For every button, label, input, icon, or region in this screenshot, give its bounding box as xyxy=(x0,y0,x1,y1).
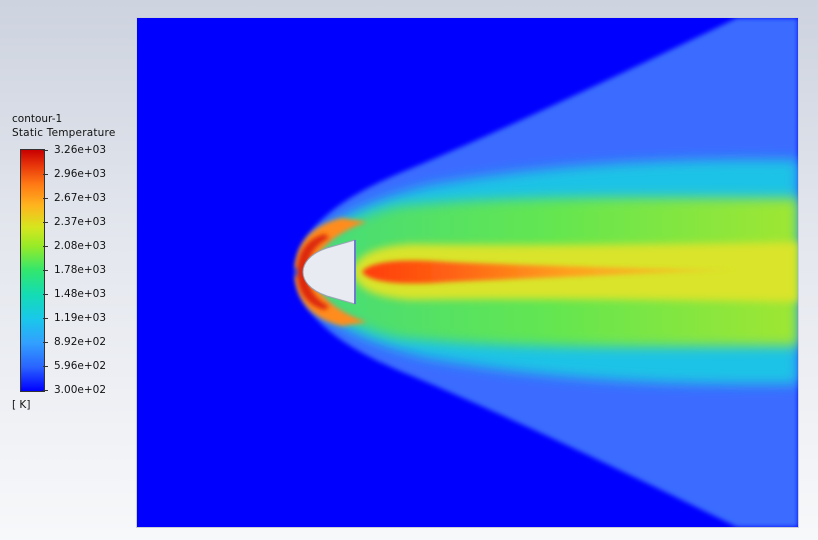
legend-tick xyxy=(43,318,48,319)
vehicle-body xyxy=(302,239,356,305)
graphics-viewport[interactable] xyxy=(136,17,799,528)
legend-unit: [ K] xyxy=(12,399,31,411)
legend-tick-label: 2.08e+03 xyxy=(54,240,106,252)
legend-tick xyxy=(43,294,48,295)
legend-title: contour-1 xyxy=(12,113,63,125)
legend-tick-label: 1.78e+03 xyxy=(54,264,106,276)
legend-tick-label: 3.00e+02 xyxy=(54,384,106,396)
wake-core-red xyxy=(362,260,737,284)
legend-tick xyxy=(43,390,48,391)
colormap-legend: contour-1 Static Temperature 3.26e+03 2.… xyxy=(12,113,132,413)
legend-tick-label: 2.67e+03 xyxy=(54,192,106,204)
temperature-contour-plot xyxy=(137,18,798,527)
legend-tick-label: 2.96e+03 xyxy=(54,168,106,180)
legend-tick-label: 3.26e+03 xyxy=(54,144,106,156)
legend-tick-label: 1.48e+03 xyxy=(54,288,106,300)
legend-tick xyxy=(43,270,48,271)
legend-quantity: Static Temperature xyxy=(12,127,116,139)
legend-tick xyxy=(43,150,48,151)
legend-tick xyxy=(43,366,48,367)
stagnation-region xyxy=(297,234,329,310)
legend-tick xyxy=(43,342,48,343)
colorbar xyxy=(20,149,45,392)
legend-tick-label: 8.92e+02 xyxy=(54,336,106,348)
legend-tick-label: 5.96e+02 xyxy=(54,360,106,372)
legend-tick xyxy=(43,222,48,223)
legend-tick-label: 1.19e+03 xyxy=(54,312,106,324)
legend-tick xyxy=(43,246,48,247)
legend-tick-label: 2.37e+03 xyxy=(54,216,106,228)
legend-tick xyxy=(43,174,48,175)
legend-tick xyxy=(43,198,48,199)
